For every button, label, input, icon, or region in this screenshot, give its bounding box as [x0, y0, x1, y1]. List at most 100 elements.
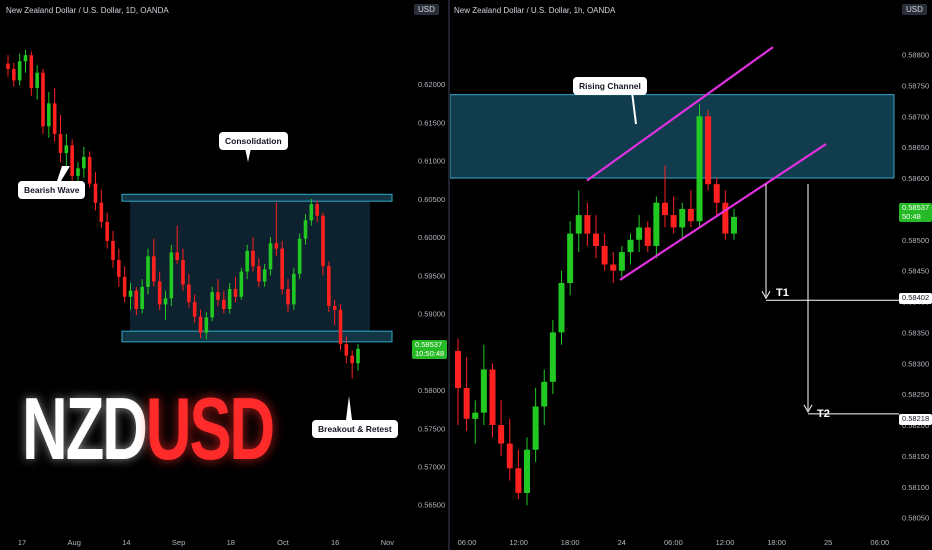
candle-body [192, 302, 197, 317]
daily-chart-canvas[interactable]: 0.62000 0.61500 0.61000 0.60500 0.60000 0.595… [0, 0, 448, 550]
candle-body [636, 227, 643, 240]
candle-body [152, 256, 156, 282]
daily-price-tag: 0.58537 10:50:48 [412, 340, 448, 360]
candle-body [567, 233, 574, 283]
candle-body [35, 72, 39, 89]
y-tick-label: 0.59000 [418, 310, 445, 319]
x-tick-label: 12:00 [716, 538, 735, 547]
candle-body [731, 216, 737, 234]
candle-body [99, 202, 104, 222]
candle-body [157, 281, 162, 305]
candle-body [670, 215, 677, 228]
candle-body [257, 266, 261, 282]
candle-body [227, 289, 232, 309]
y-tick-label: 0.58050 [902, 514, 929, 523]
candle-body [297, 238, 302, 274]
candle-body [541, 381, 548, 407]
candle-body [687, 208, 694, 222]
x-tick-label: Sep [172, 538, 185, 547]
daily-chart-panel[interactable]: 0.62000 0.61500 0.61000 0.60500 0.60000 0.595… [0, 0, 448, 550]
x-tick-label: 16 [331, 538, 339, 547]
candle-body [17, 61, 22, 81]
candle-body [653, 202, 660, 246]
daily-countdown: 10:50:48 [415, 348, 445, 358]
candle-body [41, 72, 45, 127]
x-tick-label: Aug [68, 538, 81, 547]
candle-body [233, 289, 238, 297]
candle-body [309, 204, 314, 221]
logo-usd: USD [145, 379, 275, 478]
supply-zone [450, 94, 895, 179]
candle-body [222, 299, 226, 309]
candle-body [627, 239, 634, 253]
candle-body [532, 406, 539, 450]
candle-body [498, 425, 505, 444]
hourly-chart-header: New Zealand Dollar / U.S. Dollar, 1h, OA… [454, 6, 616, 15]
x-tick-label: 17 [18, 538, 26, 547]
y-tick-label: 0.57500 [418, 424, 445, 433]
candle-body [584, 215, 591, 234]
hourly-price-tag: 0.58537 50:48 [899, 203, 932, 223]
y-tick-label: 0.58350 [902, 328, 929, 337]
x-tick-label: 24 [618, 538, 626, 547]
candle-body [489, 369, 496, 426]
daily-currency-button[interactable]: USD [414, 4, 439, 15]
x-tick-label: 14 [122, 538, 130, 547]
candle-body [262, 269, 267, 282]
callout-pointer-consolidation [245, 148, 251, 162]
hourly-currency-button[interactable]: USD [902, 4, 927, 15]
candle-body [181, 260, 185, 285]
candle-body [58, 133, 63, 154]
hourly-chart-panel[interactable]: 0.58800 0.58750 0.58700 0.58650 0.58600 0.585… [450, 0, 932, 550]
target-t1-arrowhead [761, 291, 771, 300]
candle-body [274, 243, 279, 249]
y-tick-label: 0.58150 [902, 452, 929, 461]
y-tick-label: 0.61000 [418, 157, 445, 166]
callout-pointer-breakout [346, 396, 352, 420]
target-t2-label: T2 [817, 408, 830, 420]
candle-body [549, 332, 556, 382]
candle-body [128, 290, 133, 297]
candle-body [82, 156, 86, 169]
y-tick-label: 0.58800 [902, 51, 929, 60]
y-tick-label: 0.60500 [418, 195, 445, 204]
candle-body [70, 145, 74, 176]
candle-body [251, 250, 255, 267]
y-tick-label: 0.58650 [902, 143, 929, 152]
candle-body [315, 204, 319, 216]
candle-body [332, 305, 337, 310]
y-tick-label: 0.61500 [418, 118, 445, 127]
panel-divider [448, 0, 450, 550]
hourly-chart-canvas[interactable]: 0.58800 0.58750 0.58700 0.58650 0.58600 0.585… [450, 0, 932, 550]
y-tick-label: 0.58500 [902, 236, 929, 245]
channel-upper-line [586, 46, 774, 182]
y-tick-label: 0.58450 [902, 267, 929, 276]
x-tick-label: 25 [824, 538, 832, 547]
candle-body [327, 266, 331, 306]
candle-body [610, 264, 617, 271]
y-tick-label: 0.58200 [902, 421, 929, 430]
candle-body [268, 243, 273, 270]
x-tick-label: 06:00 [458, 538, 477, 547]
candle-body [23, 55, 28, 62]
y-tick-label: 0.58300 [902, 359, 929, 368]
candle-body [515, 468, 522, 493]
hourly-price-value: 0.58537 [902, 203, 930, 212]
candle-body [601, 245, 608, 265]
candle-body [52, 103, 57, 134]
candle-body [286, 289, 290, 305]
candle-body [506, 443, 513, 469]
candle-body [210, 292, 214, 318]
candle-body [705, 116, 712, 185]
candle-body [163, 298, 168, 305]
candle-body [463, 387, 470, 419]
candle-body [175, 252, 179, 261]
candle-body [480, 369, 487, 413]
y-tick-label: 0.58700 [902, 112, 929, 121]
candle-body [29, 55, 34, 89]
candle-body [575, 215, 582, 234]
target-t1-label: T1 [776, 287, 789, 299]
candle-body [303, 220, 308, 239]
callout-consolidation: Consolidation [219, 132, 288, 150]
x-tick-label: 12:00 [509, 538, 528, 547]
